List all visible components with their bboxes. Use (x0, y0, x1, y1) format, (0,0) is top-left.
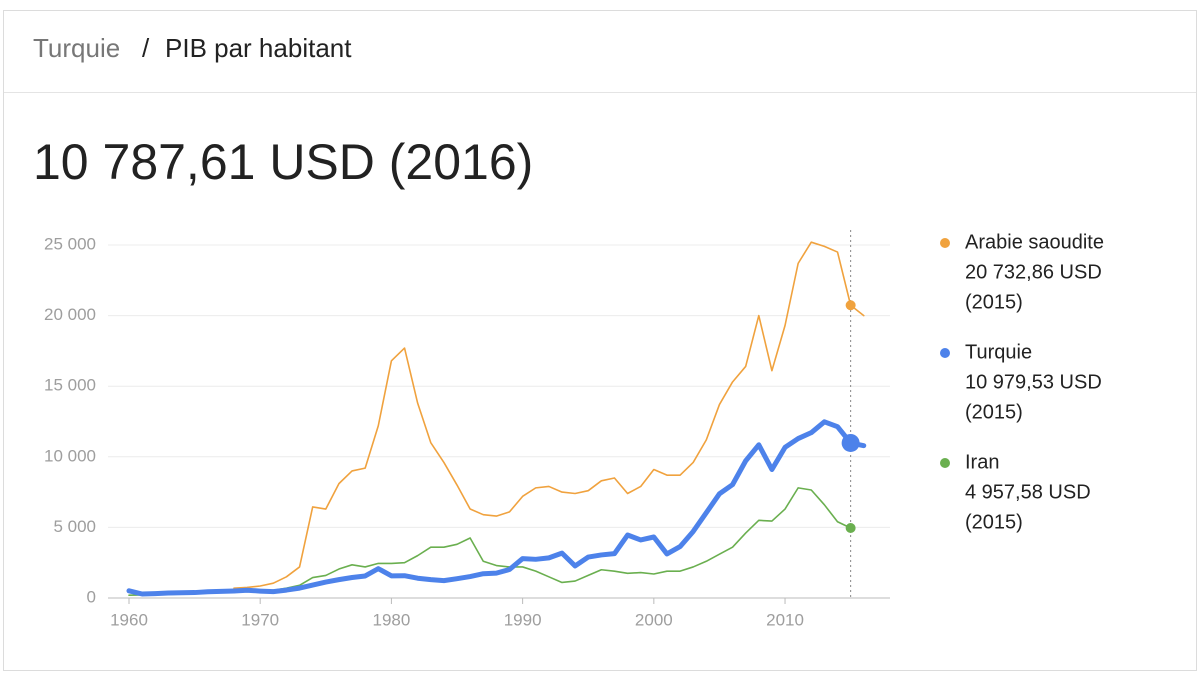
legend-value: 4 957,58 USD (965, 481, 1091, 503)
x-tick-label: 1970 (241, 610, 279, 629)
series-line (233, 241, 865, 589)
x-tick-label: 1980 (372, 610, 410, 629)
entity-link[interactable]: Turquie (33, 33, 120, 63)
y-tick-label: 0 (87, 587, 96, 606)
series-line (126, 419, 867, 597)
x-tick-label: 1960 (110, 610, 148, 629)
separator: / (142, 33, 150, 63)
legend-date: (2015) (965, 291, 1023, 313)
x-tick-label: 2010 (766, 610, 804, 629)
y-tick-label: 25 000 (44, 234, 96, 253)
legend-name: Iran (965, 451, 999, 473)
highlight-point (845, 522, 856, 533)
y-tick-label: 5 000 (53, 517, 96, 536)
legend-name: Arabie saoudite (965, 231, 1104, 253)
y-tick-label: 10 000 (44, 446, 96, 465)
legend-value: 10 979,53 USD (965, 371, 1102, 393)
highlight-point (841, 433, 860, 452)
highlight-point (845, 300, 856, 311)
legend-name: Turquie (965, 341, 1032, 363)
x-tick-label: 1990 (504, 610, 542, 629)
legend-dot (940, 348, 950, 358)
legend-date: (2015) (965, 401, 1023, 423)
x-tick-label: 2000 (635, 610, 673, 629)
legend-dot (940, 458, 950, 468)
headline: 10 787,61 USD (2016) (33, 134, 533, 190)
legend-dot (940, 238, 950, 248)
panel-title: PIB par habitant (165, 33, 352, 63)
card (3, 10, 1197, 671)
legend-value: 20 732,86 USD (965, 261, 1102, 283)
legend-date: (2015) (965, 511, 1023, 533)
y-tick-label: 15 000 (44, 376, 96, 395)
y-tick-label: 20 000 (44, 305, 96, 324)
